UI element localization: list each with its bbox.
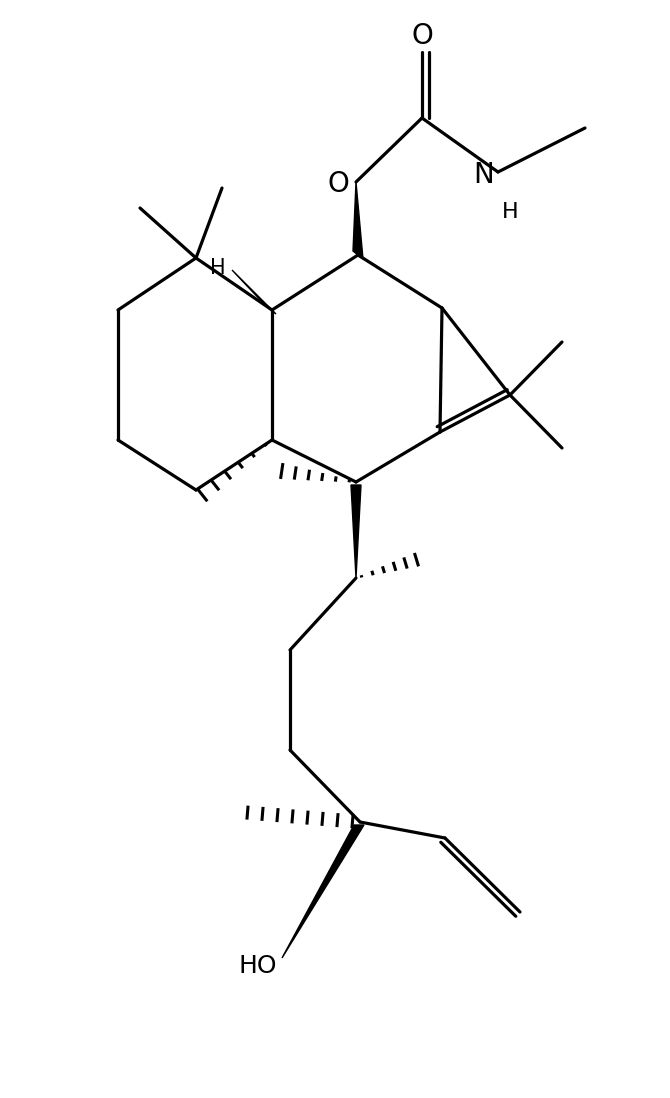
Text: H: H <box>210 258 226 278</box>
Polygon shape <box>282 825 364 957</box>
Polygon shape <box>351 485 361 578</box>
Text: N: N <box>474 161 494 189</box>
Polygon shape <box>232 270 276 314</box>
Text: O: O <box>327 170 349 198</box>
Text: HO: HO <box>239 954 277 978</box>
Polygon shape <box>353 182 363 259</box>
Text: H: H <box>502 202 519 222</box>
Text: O: O <box>411 22 433 51</box>
